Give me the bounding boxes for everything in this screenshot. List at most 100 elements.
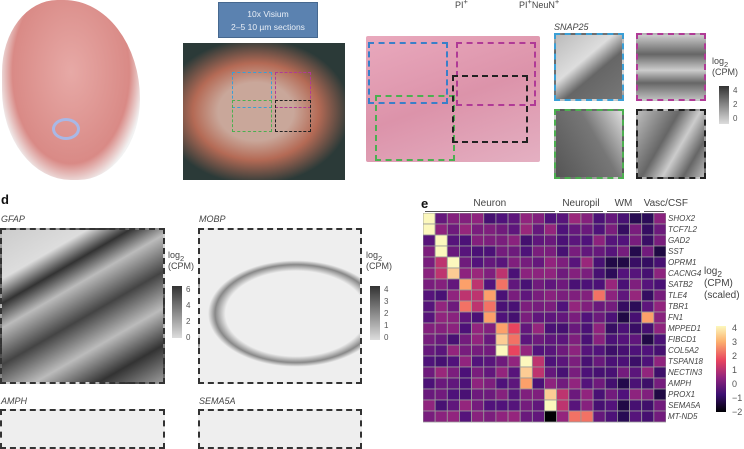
heatmap-cell [519,377,533,390]
heatmap-cell [519,322,533,335]
heatmap-cell [616,289,630,302]
heatmap-cell [641,344,655,357]
heatmap-cell [471,300,485,313]
heatmap-cell [434,300,448,313]
heatmap-cell [423,223,436,236]
heatmap-cell [459,278,473,291]
heatmap-cell [616,333,630,346]
cbar-title-scaled: (scaled) [704,290,740,301]
row-label: SATB2 [668,280,693,289]
heatmap-cell [434,322,448,335]
heatmap-cell [423,344,436,357]
hippocampus-highlight [52,118,80,140]
heatmap-cell [507,311,521,324]
heatmap-cell [653,366,666,379]
heatmap-cell [641,333,655,346]
heatmap-cell [519,278,533,291]
colorbar-tick: 0 [732,379,738,389]
heatmap-cell [568,377,582,390]
cbar-title-sub: 2 [724,59,729,69]
row-label: OPRM1 [668,258,697,267]
heatmap-cell [544,399,558,412]
snap25-cbar-title: log2 (CPM) [712,56,738,78]
he-box-blue [368,42,448,104]
heatmap-cell [423,278,436,291]
heatmap-cell [495,300,509,313]
heatmap-cell [653,289,666,302]
heatmap-cell [580,278,594,291]
heatmap-cell [544,278,558,291]
heatmap-cell [446,234,460,247]
heatmap-cell [544,322,558,335]
heatmap-cell [616,256,630,269]
gfap-tick: 6 [186,285,191,294]
heatmap-cell [580,377,594,390]
colorbar-tick: 4 [732,323,738,333]
heatmap-cell [446,366,460,379]
heatmap-cell [446,256,460,269]
cbar-title-cpm: (CPM) [168,261,194,271]
row-label: TSPAN18 [668,357,703,366]
heatmap-cell [507,267,521,280]
heatmap-cell [641,410,655,423]
mobp-tick: 2 [384,309,389,318]
heatmap-cell [592,366,606,379]
heatmap-cell [434,234,448,247]
heatmap-cell [459,245,473,258]
heatmap-cell [592,311,606,324]
heatmap-cell [446,289,460,302]
heatmap-cell [483,278,497,291]
heatmap-cell [495,278,509,291]
heatmap-cell [604,223,618,236]
heatmap-cell [531,223,545,236]
heatmap-cell [629,300,643,313]
heatmap-cell [641,245,655,258]
heatmap-cell [629,234,643,247]
heatmap-cell [641,213,655,225]
heatmap-cell [507,300,521,313]
cbar-title-cpm: (CPM) [366,261,392,271]
heatmap-cell [616,344,630,357]
heatmap-cell [471,355,485,368]
heatmap-cell [519,267,533,280]
heatmap-cell [423,333,436,346]
heatmap-cell [507,366,521,379]
heatmap-cell [471,223,485,236]
snap25-tile-magenta [636,33,706,101]
heatmap-cell [653,234,666,247]
heatmap-cell [495,410,509,423]
heatmap-cell [507,234,521,247]
heatmap-cell [434,278,448,291]
heatmap-cell [519,311,533,324]
pineun-neun: NeuN [531,0,555,10]
heatmap-cell [653,267,666,280]
he-box-magenta [456,42,536,106]
heatmap-cell [592,267,606,280]
heatmap-cell [434,267,448,280]
heatmap-cell [568,234,582,247]
heatmap-cell [519,234,533,247]
heatmap-cell [641,223,655,236]
snap25-tick: 4 [733,86,738,95]
heatmap-cell [568,366,582,379]
heatmap-cell [446,278,460,291]
heatmap-cell [507,377,521,390]
cbar-title-cpm: (CPM) [712,67,738,77]
heatmap-cell [592,223,606,236]
row-label: FN1 [668,313,684,322]
cbar-title-log: log [168,250,181,260]
heatmap-cell [531,311,545,324]
heatmap-cell [495,234,509,247]
heatmap-cell [604,388,618,401]
heatmap-cell [544,377,558,390]
heatmap-cell [592,234,606,247]
heatmap-cell [556,355,570,368]
heatmap-cell [629,267,643,280]
sema5a-label: SEMA5A [199,396,236,406]
heatmap-cell [629,377,643,390]
heatmap-cell [653,300,666,313]
cbar-title-log: log [366,250,379,260]
heatmap-cell [495,267,509,280]
photo-box-black [275,100,311,132]
heatmap-cell [580,410,594,423]
